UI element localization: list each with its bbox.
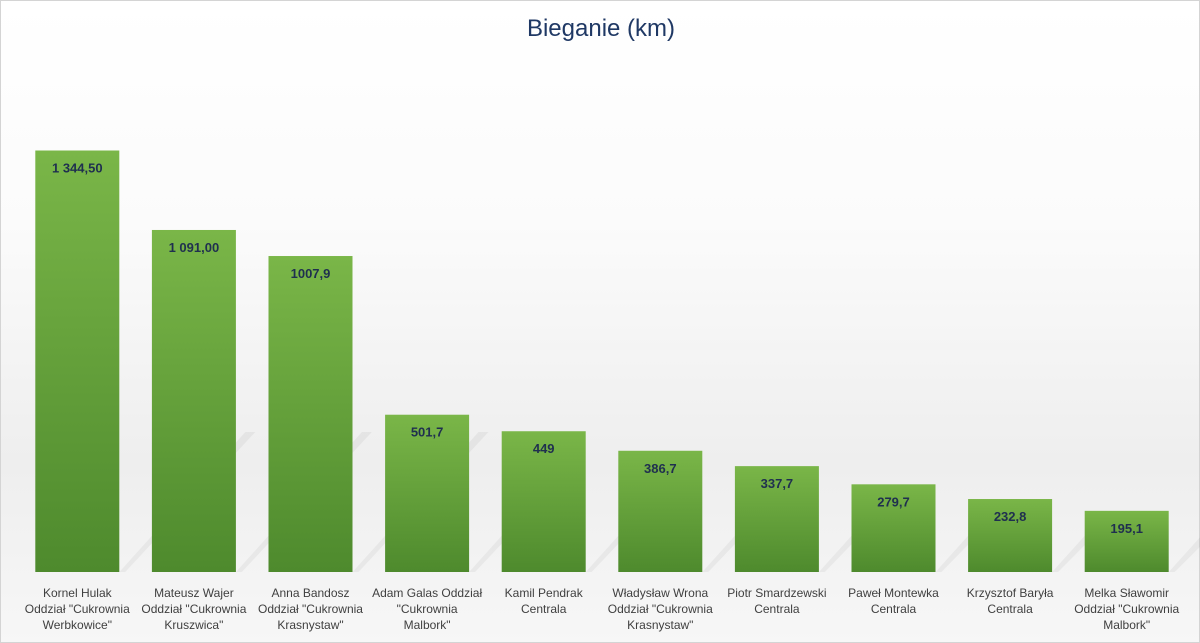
category-label: Mateusz Wajer Oddział "Cukrownia Kruszwica… (141, 586, 246, 632)
bar (1084, 510, 1169, 572)
category-label-line: Malbork" (404, 618, 451, 632)
category-label-line: Krzysztof Baryła (967, 586, 1054, 600)
category-label-line: Mateusz Wajer (154, 586, 234, 600)
category-label-line: Kamil Pendrak (505, 586, 584, 600)
category-label-line: Werbkowice" (43, 618, 112, 632)
bar (851, 484, 936, 572)
data-label: 279,7 (877, 494, 910, 509)
category-label: Krzysztof Baryła Centrala (967, 586, 1054, 616)
data-label: 195,1 (1110, 521, 1143, 536)
bars-group (35, 150, 1169, 572)
category-label-line: Centrala (871, 602, 917, 616)
category-label-line: Adam Galas Oddział (372, 586, 482, 600)
category-label-line: "Cukrownia (397, 602, 458, 616)
category-label-line: Kornel Hulak (43, 586, 113, 600)
bar (734, 466, 819, 572)
data-label: 1 091,00 (169, 240, 220, 255)
category-label-line: Oddział "Cukrownia (141, 602, 246, 616)
category-label-line: Krasnystaw" (627, 618, 693, 632)
category-label: Kornel Hulak Oddział "Cukrownia Werbkowice… (25, 586, 130, 632)
bar (501, 431, 586, 572)
data-label: 449 (533, 441, 555, 456)
bar (151, 229, 236, 572)
category-label: Adam Galas Oddział "Cukrownia Malbork" (372, 586, 482, 632)
category-label-line: Oddział "Cukrownia (1074, 602, 1179, 616)
data-labels-group: 1 344,50 1 091,00 1007,9 501,7 449 386,7 337,7… (52, 160, 1143, 535)
bar-shadow (1168, 537, 1200, 572)
bar (968, 499, 1053, 572)
bar (268, 256, 353, 572)
category-label-line: Anna Bandosz (271, 586, 349, 600)
category-label-line: Oddział "Cukrownia (25, 602, 130, 616)
bar (618, 450, 703, 572)
category-label-line: Kruszwica" (164, 618, 223, 632)
data-label: 1007,9 (291, 266, 331, 281)
category-labels-group: Kornel Hulak Oddział "Cukrownia Werbkowice… (25, 586, 1180, 632)
category-label-line: Centrala (754, 602, 800, 616)
data-label: 1 344,50 (52, 160, 103, 175)
category-label-line: Centrala (987, 602, 1033, 616)
category-label: Kamil Pendrak Centrala (505, 586, 584, 616)
category-label-line: Malbork" (1103, 618, 1150, 632)
category-label-line: Centrala (521, 602, 567, 616)
category-label-line: Władysław Wrona (612, 586, 708, 600)
category-label-line: Krasnystaw" (277, 618, 343, 632)
data-label: 232,8 (994, 509, 1027, 524)
category-label: Piotr Smardzewski Centrala (727, 586, 826, 616)
bar (385, 414, 470, 572)
chart-title: Bieganie (km) (526, 15, 676, 42)
category-label-line: Piotr Smardzewski (727, 586, 826, 600)
category-label-line: Paweł Montewka (848, 586, 939, 600)
data-label: 501,7 (411, 425, 444, 440)
category-label: Władysław Wrona Oddział "Cukrownia Krasnys… (608, 586, 713, 632)
category-label: Melka Sławomir Oddział "Cukrownia Malbork" (1074, 586, 1179, 632)
data-label: 337,7 (761, 476, 794, 491)
category-label: Anna Bandosz Oddział "Cukrownia Krasnystaw… (258, 586, 363, 632)
category-label-line: Oddział "Cukrownia (608, 602, 713, 616)
bar (35, 150, 120, 572)
category-label-line: Oddział "Cukrownia (258, 602, 363, 616)
category-label: Paweł Montewka Centrala (848, 586, 939, 616)
data-label: 386,7 (644, 461, 677, 476)
category-label-line: Melka Sławomir (1084, 586, 1169, 600)
